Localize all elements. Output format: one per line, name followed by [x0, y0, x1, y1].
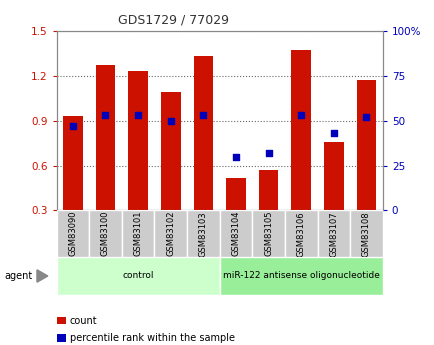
Bar	[89, 210, 122, 257]
Text: GSM83090: GSM83090	[68, 211, 77, 256]
Bar	[291, 50, 310, 210]
Bar	[122, 210, 154, 257]
Text: GSM83104: GSM83104	[231, 211, 240, 256]
Bar	[154, 210, 187, 257]
Text: GSM83106: GSM83106	[296, 211, 305, 257]
Bar	[252, 210, 284, 257]
Text: control: control	[122, 272, 154, 280]
Bar	[349, 210, 382, 257]
Bar	[258, 170, 278, 210]
Bar	[187, 210, 219, 257]
Bar	[317, 210, 349, 257]
Point	[167, 118, 174, 124]
Point	[135, 112, 141, 118]
Text: percentile rank within the sample: percentile rank within the sample	[69, 333, 234, 343]
Bar	[284, 210, 317, 257]
Bar	[95, 66, 115, 210]
Bar	[356, 80, 375, 210]
Point	[330, 130, 337, 136]
Bar	[128, 71, 148, 210]
Point	[297, 112, 304, 118]
Text: GSM83102: GSM83102	[166, 211, 175, 256]
Text: count: count	[69, 316, 97, 325]
Text: GSM83103: GSM83103	[198, 211, 207, 257]
Text: GSM83105: GSM83105	[263, 211, 273, 256]
Point	[362, 115, 369, 120]
Bar	[323, 142, 343, 210]
Bar	[56, 210, 89, 257]
Bar	[219, 257, 382, 295]
Bar	[161, 92, 180, 210]
Polygon shape	[37, 270, 48, 282]
Text: GSM83101: GSM83101	[133, 211, 142, 256]
Text: GSM83107: GSM83107	[329, 211, 338, 257]
Point	[199, 112, 207, 118]
Text: GSM83100: GSM83100	[101, 211, 110, 256]
Bar	[219, 210, 252, 257]
Text: GSM83108: GSM83108	[361, 211, 370, 257]
Text: GDS1729 / 77029: GDS1729 / 77029	[118, 14, 229, 27]
Text: agent: agent	[4, 271, 33, 281]
Bar	[193, 57, 213, 210]
Bar	[63, 116, 82, 210]
Bar	[56, 257, 219, 295]
Point	[69, 124, 76, 129]
Point	[265, 150, 272, 156]
Point	[232, 154, 239, 159]
Point	[102, 112, 108, 118]
Text: miR-122 antisense oligonucleotide: miR-122 antisense oligonucleotide	[222, 272, 379, 280]
Bar	[226, 178, 245, 210]
